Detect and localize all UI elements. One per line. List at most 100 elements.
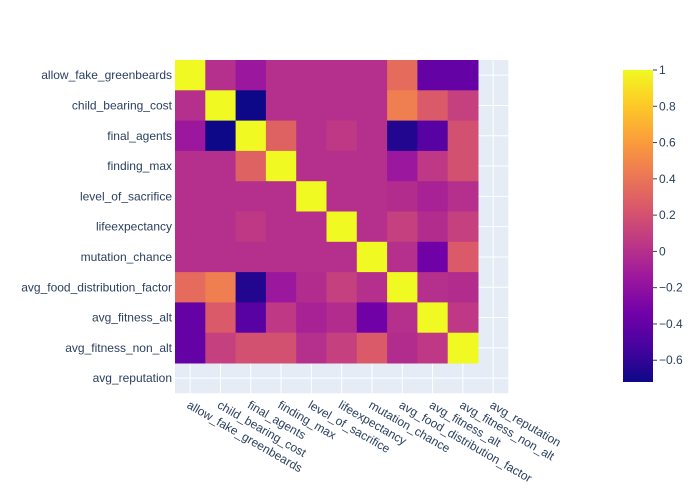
heatmap-cell <box>326 60 358 91</box>
y-tick-label: avg_food_distribution_factor <box>21 280 172 294</box>
colorbar-tick-label: −0.2 <box>659 281 683 295</box>
colorbar-tick-label: 1 <box>659 63 666 77</box>
heatmap-cell <box>175 241 206 273</box>
heatmap-cell <box>265 241 297 273</box>
heatmap-cell <box>265 90 297 122</box>
heatmap-cell <box>356 241 388 273</box>
y-tick-label: allow_fake_greenbeards <box>41 68 172 82</box>
colorbar-tick-label: 0.8 <box>659 99 676 113</box>
colorbar-tick-label: 0 <box>659 244 666 258</box>
heatmap-cell <box>175 181 206 212</box>
heatmap-cell <box>205 241 237 273</box>
heatmap-cell <box>356 60 388 91</box>
heatmap-cell <box>265 211 297 243</box>
heatmap-cell <box>265 60 297 91</box>
heatmap-cell <box>296 241 327 273</box>
heatmap-cell <box>356 332 388 364</box>
heatmap-cell <box>417 272 449 303</box>
heatmap-cell <box>326 241 358 273</box>
heatmap-cell <box>205 150 237 182</box>
heatmap-cell <box>447 90 479 122</box>
heatmap-cell <box>296 120 327 152</box>
heatmap-cell <box>205 181 237 212</box>
heatmap-cell <box>175 90 206 122</box>
heatmap-cell <box>265 150 297 182</box>
colorbar-tick-label: −0.6 <box>659 353 683 367</box>
heatmap-cell <box>356 181 388 212</box>
y-tick-label: final_agents <box>107 129 172 143</box>
heatmap-cell <box>447 332 479 364</box>
heatmap-cell <box>326 302 358 334</box>
heatmap-cell <box>175 332 206 364</box>
heatmap-cell <box>205 211 237 243</box>
heatmap-cell <box>175 60 206 91</box>
heatmap-cell <box>387 332 418 364</box>
heatmap-cell <box>235 332 267 364</box>
heatmap-cell <box>447 181 479 212</box>
heatmap-cell <box>387 302 418 334</box>
heatmap-cell <box>265 272 297 303</box>
heatmap-cell <box>235 150 267 182</box>
heatmap-cell <box>447 120 479 152</box>
heatmap-cell <box>356 302 388 334</box>
y-tick-label: avg_reputation <box>93 371 172 385</box>
heatmap-cell <box>387 150 418 182</box>
heatmap-cells <box>175 60 479 364</box>
y-tick-label: lifeexpectancy <box>96 220 172 234</box>
heatmap-cell <box>447 211 479 243</box>
heatmap-cell <box>417 150 449 182</box>
heatmap-cell <box>265 302 297 334</box>
colorbar: 1 0.8 0.6 0.4 0.2 0 −0.2 −0.4 −0.6 <box>623 63 683 382</box>
heatmap-cell <box>296 211 327 243</box>
heatmap-cell <box>356 272 388 303</box>
heatmap-cell <box>447 60 479 91</box>
heatmap-cell <box>265 181 297 212</box>
heatmap-cell <box>235 120 267 152</box>
heatmap-cell <box>175 150 206 182</box>
heatmap-cell <box>356 150 388 182</box>
heatmap-cell <box>235 60 267 91</box>
heatmap-cell <box>356 120 388 152</box>
heatmap-cell <box>387 90 418 122</box>
heatmap-cell <box>326 181 358 212</box>
heatmap-cell <box>296 332 327 364</box>
heatmap-cell <box>387 241 418 273</box>
heatmap-cell <box>205 60 237 91</box>
heatmap-cell <box>417 332 449 364</box>
y-tick-label: finding_max <box>107 159 172 173</box>
heatmap-cell <box>235 241 267 273</box>
heatmap-cell <box>387 211 418 243</box>
heatmap-cell <box>296 272 327 303</box>
heatmap-cell <box>356 90 388 122</box>
heatmap-cell <box>417 241 449 273</box>
y-tick-label: child_bearing_cost <box>72 98 173 112</box>
heatmap-cell <box>205 272 237 303</box>
heatmap-cell <box>417 211 449 243</box>
y-tick-label: mutation_chance <box>81 250 173 264</box>
colorbar-ticks: 1 0.8 0.6 0.4 0.2 0 −0.2 −0.4 −0.6 <box>653 63 683 367</box>
heatmap-cell <box>447 150 479 182</box>
heatmap-cell <box>205 90 237 122</box>
heatmap-cell <box>296 302 327 334</box>
heatmap-cell <box>447 241 479 273</box>
heatmap-cell <box>175 302 206 334</box>
heatmap-cell <box>265 332 297 364</box>
heatmap-cell <box>175 120 206 152</box>
heatmap-cell <box>235 302 267 334</box>
heatmap-cell <box>387 272 418 303</box>
colorbar-tick-label: 0.4 <box>659 172 676 186</box>
heatmap-cell <box>326 120 358 152</box>
heatmap-cell <box>417 60 449 91</box>
heatmap-cell <box>175 272 206 303</box>
heatmap-cell <box>205 120 237 152</box>
heatmap-cell <box>417 90 449 122</box>
heatmap-cell <box>447 272 479 303</box>
heatmap-cell <box>417 181 449 212</box>
heatmap-cell <box>296 181 327 212</box>
heatmap-cell <box>235 90 267 122</box>
heatmap-cell <box>326 90 358 122</box>
y-tick-label: avg_fitness_alt <box>92 311 173 325</box>
heatmap-cell <box>235 211 267 243</box>
